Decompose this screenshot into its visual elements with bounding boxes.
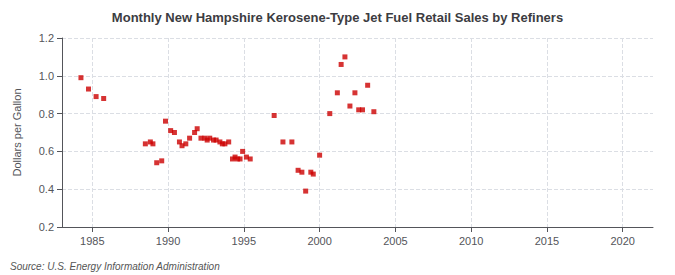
svg-text:1.2: 1.2 — [39, 32, 54, 44]
svg-text:1995: 1995 — [232, 235, 256, 247]
svg-text:2000: 2000 — [307, 235, 331, 247]
svg-text:Monthly New Hampshire Kerosene: Monthly New Hampshire Kerosene-Type Jet … — [112, 10, 563, 25]
svg-text:1.0: 1.0 — [39, 70, 54, 82]
svg-text:0.6: 0.6 — [39, 145, 54, 157]
svg-text:Source: U.S. Energy Informatio: Source: U.S. Energy Information Administ… — [10, 261, 220, 272]
svg-text:0.2: 0.2 — [39, 221, 54, 233]
svg-text:2020: 2020 — [610, 235, 634, 247]
svg-text:1985: 1985 — [80, 235, 104, 247]
svg-text:0.8: 0.8 — [39, 108, 54, 120]
svg-text:Dollars per Gallon: Dollars per Gallon — [11, 88, 23, 176]
svg-text:2005: 2005 — [383, 235, 407, 247]
svg-text:0.4: 0.4 — [39, 183, 54, 195]
svg-text:1990: 1990 — [156, 235, 180, 247]
svg-text:2015: 2015 — [535, 235, 559, 247]
svg-text:2010: 2010 — [459, 235, 483, 247]
